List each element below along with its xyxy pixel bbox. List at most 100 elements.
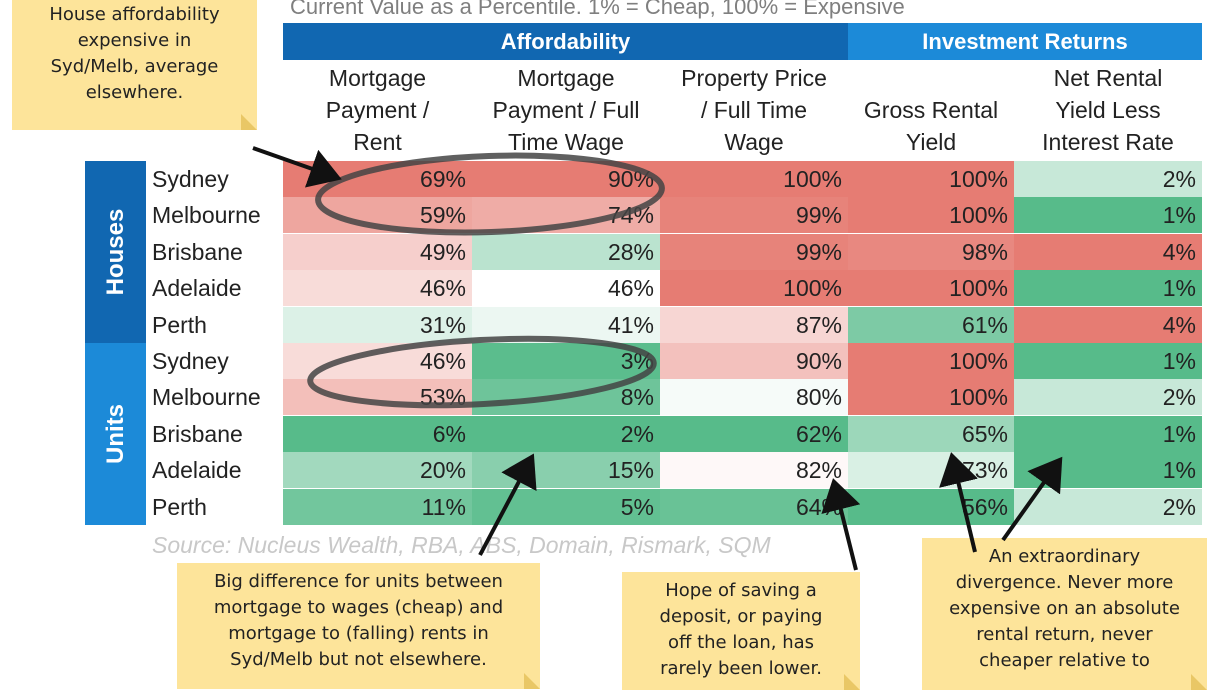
data-cell: 56% [848, 489, 1014, 525]
data-cell: 3% [472, 343, 660, 379]
data-cell: 2% [1014, 489, 1202, 525]
column-header-line: Property Price [681, 65, 827, 91]
note-line: off the loan, has [667, 632, 815, 653]
data-cell: 46% [472, 270, 660, 306]
data-cell: 62% [660, 416, 848, 452]
note-line: divergence. Never more [955, 572, 1174, 593]
note-house-affordability: House affordability expensive in Syd/Mel… [12, 0, 257, 130]
column-header-mortgage-rent: Mortgage Payment / Rent [283, 62, 472, 158]
data-cell: 64% [660, 489, 848, 525]
row-label-units-adelaide: Adelaide [152, 456, 242, 483]
chart-subtitle: Current Value as a Percentile. 1% = Chea… [290, 0, 905, 19]
note-line: expensive in [77, 30, 192, 51]
data-cell: 87% [660, 307, 848, 343]
row-label-units-perth: Perth [152, 493, 207, 520]
note-extraordinary-divergence: An extraordinary divergence. Never more … [922, 538, 1207, 690]
data-cell: 4% [1014, 307, 1202, 343]
data-cell: 20% [283, 452, 472, 488]
column-header-line: Yield Less [1055, 97, 1161, 123]
data-cell: 90% [472, 161, 660, 197]
chart-source: Source: Nucleus Wealth, RBA, ABS, Domain… [152, 532, 771, 558]
data-cell: 69% [283, 161, 472, 197]
data-cell: 2% [1014, 379, 1202, 415]
column-header-price-wage: Property Price / Full Time Wage [660, 62, 848, 158]
group-header-investment-returns: Investment Returns [848, 23, 1202, 60]
note-line: mortgage to (falling) rents in [228, 623, 489, 644]
data-cell: 31% [283, 307, 472, 343]
data-cell: 100% [848, 161, 1014, 197]
column-header-line: Wage [724, 129, 784, 155]
data-cell: 73% [848, 452, 1014, 488]
note-line: expensive on an absolute [949, 598, 1180, 619]
row-label-houses-brisbane: Brisbane [152, 238, 243, 265]
column-header-line: / Full Time [700, 97, 808, 123]
note-line: rental return, never [976, 624, 1153, 645]
group-header-affordability: Affordability [283, 23, 848, 60]
note-line: Big difference for units between [214, 571, 503, 592]
data-cell: 8% [472, 379, 660, 415]
row-label-houses-sydney: Sydney [152, 165, 229, 192]
data-cell: 4% [1014, 234, 1202, 270]
column-header-gross-yield: Gross Rental Yield [848, 62, 1014, 158]
data-cell: 2% [472, 416, 660, 452]
row-label-units-melbourne: Melbourne [152, 383, 261, 410]
column-header-line: Time Wage [508, 129, 624, 155]
row-group-houses: Houses [85, 161, 146, 343]
data-cell: 1% [1014, 452, 1202, 488]
note-line: Syd/Melb, average [50, 56, 219, 77]
data-cell: 99% [660, 197, 848, 233]
data-cell: 1% [1014, 270, 1202, 306]
data-cell: 65% [848, 416, 1014, 452]
data-cell: 61% [848, 307, 1014, 343]
data-cell: 5% [472, 489, 660, 525]
data-cell: 46% [283, 343, 472, 379]
column-header-line: Payment / Full [492, 97, 640, 123]
row-group-label: Houses [101, 208, 129, 296]
data-cell: 1% [1014, 416, 1202, 452]
data-cell: 99% [660, 234, 848, 270]
row-label-units-sydney: Sydney [152, 347, 229, 374]
data-cell: 100% [660, 161, 848, 197]
data-cell: 49% [283, 234, 472, 270]
row-label-houses-melbourne: Melbourne [152, 201, 261, 228]
data-cell: 90% [660, 343, 848, 379]
data-cell: 80% [660, 379, 848, 415]
note-units-difference: Big difference for units between mortgag… [177, 563, 540, 689]
column-header-line: Rent [353, 129, 402, 155]
data-cell: 28% [472, 234, 660, 270]
note-line: mortgage to wages (cheap) and [213, 597, 504, 618]
data-cell: 41% [472, 307, 660, 343]
note-line: Syd/Melb but not elsewhere. [230, 649, 487, 670]
row-label-houses-perth: Perth [152, 311, 207, 338]
row-label-units-brisbane: Brisbane [152, 420, 243, 447]
note-line: House affordability [49, 4, 220, 25]
data-cell: 74% [472, 197, 660, 233]
note-line: An extraordinary [988, 546, 1141, 567]
column-header-line: Net Rental [1053, 65, 1163, 91]
note-line: elsewhere. [85, 82, 184, 103]
data-cell: 100% [848, 379, 1014, 415]
data-cell: 1% [1014, 343, 1202, 379]
data-cell: 100% [660, 270, 848, 306]
data-cell: 15% [472, 452, 660, 488]
note-line: rarely been lower. [660, 658, 822, 679]
column-header-mortgage-wage: Mortgage Payment / Full Time Wage [472, 62, 660, 158]
data-cell: 82% [660, 452, 848, 488]
column-header-net-yield: Net Rental Yield Less Interest Rate [1014, 62, 1202, 158]
data-cell: 53% [283, 379, 472, 415]
note-line: deposit, or paying [659, 606, 823, 627]
data-cell: 98% [848, 234, 1014, 270]
note-saving-deposit: Hope of saving a deposit, or paying off … [622, 572, 860, 690]
note-line: Hope of saving a [665, 580, 817, 601]
data-cell: 100% [848, 197, 1014, 233]
data-cell: 100% [848, 270, 1014, 306]
row-label-houses-adelaide: Adelaide [152, 274, 242, 301]
row-group-units: Units [85, 343, 146, 525]
data-cell: 100% [848, 343, 1014, 379]
row-group-label: Units [101, 404, 129, 464]
note-line: cheaper relative to [979, 650, 1150, 671]
data-cell: 6% [283, 416, 472, 452]
data-cell: 2% [1014, 161, 1202, 197]
column-header-line: Payment / [325, 97, 430, 123]
column-header-line: Yield [905, 129, 957, 155]
